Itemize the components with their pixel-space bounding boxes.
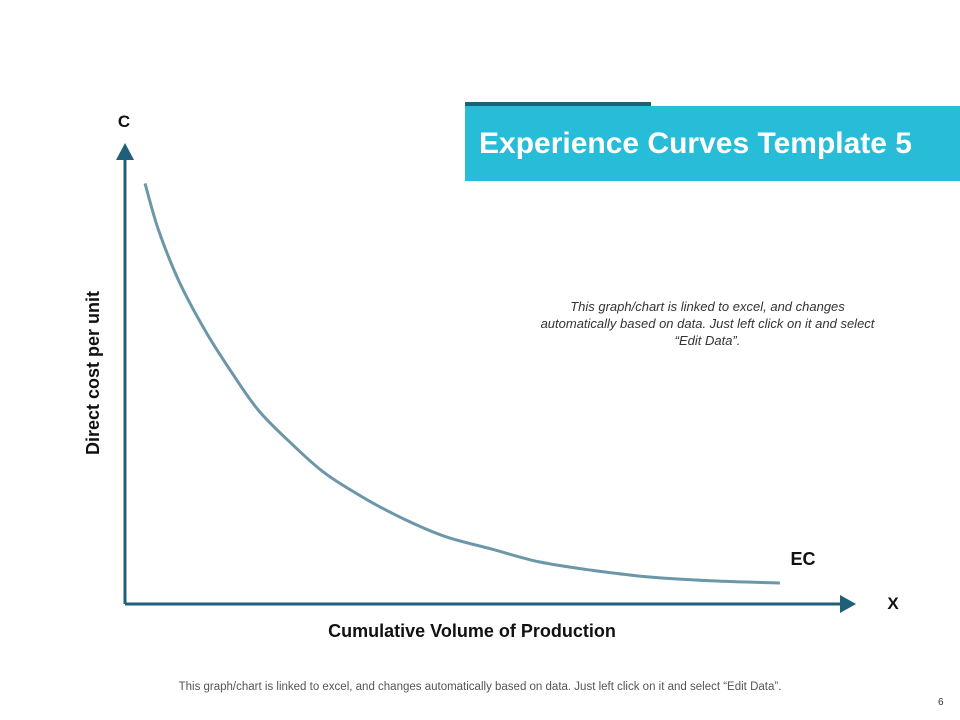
title-banner: Experience Curves Template 5 — [465, 106, 960, 181]
x-axis-label: Cumulative Volume of Production — [328, 621, 616, 641]
y-axis-arrow-icon — [116, 143, 134, 160]
y-axis-end-label: C — [118, 112, 130, 131]
series-line-ec — [143, 182, 780, 585]
excel-link-note: This graph/chart is linked to excel, and… — [540, 299, 875, 348]
x-axis-arrow-icon — [840, 595, 856, 613]
page-title: Experience Curves Template 5 — [479, 126, 912, 160]
title-accent-bar — [465, 102, 651, 106]
series-label-ec: EC — [790, 549, 815, 569]
footer-note: This graph/chart is linked to excel, and… — [178, 681, 782, 693]
page-number: 6 — [938, 697, 944, 708]
x-axis-end-label: X — [887, 594, 899, 613]
y-axis-label: Direct cost per unit — [83, 291, 103, 455]
